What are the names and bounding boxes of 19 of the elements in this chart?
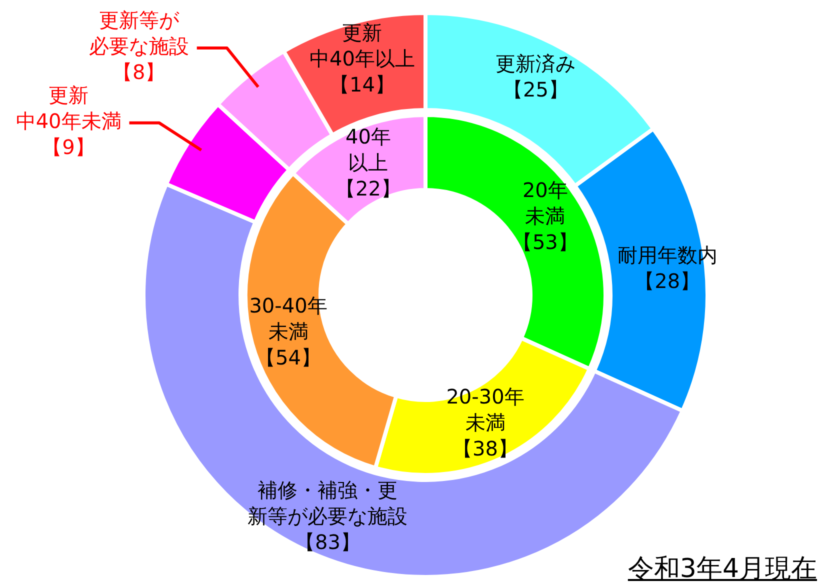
data-label: 【83】 [294, 530, 360, 554]
slice-label: 20年未満 [522, 178, 568, 228]
slice-label: 更新等が必要な施設 [88, 8, 189, 58]
data-label: 【14】 [329, 72, 395, 96]
slice-label: 20-30年未満 [446, 384, 524, 435]
data-label: 【22】 [335, 176, 401, 201]
slice-label: 補修・補強・更新等が必要な施設 [248, 478, 408, 528]
data-label: 【28】 [634, 269, 700, 294]
data-label: 【9】 [42, 135, 95, 160]
data-label: 【38】 [452, 436, 518, 461]
text: 令和3年4月現在 [628, 553, 817, 586]
data-label: 【54】 [256, 346, 321, 370]
slice-label: 更新中40年未満 [16, 83, 122, 134]
slice-label: 40年以上 [345, 124, 391, 175]
slice-label: 更新中40年以上 [309, 20, 415, 70]
data-label: 【8】 [112, 60, 166, 84]
data-label: 【25】 [502, 77, 568, 102]
data-label: 【53】 [512, 230, 578, 254]
slice-label: 更新済み [496, 51, 576, 76]
